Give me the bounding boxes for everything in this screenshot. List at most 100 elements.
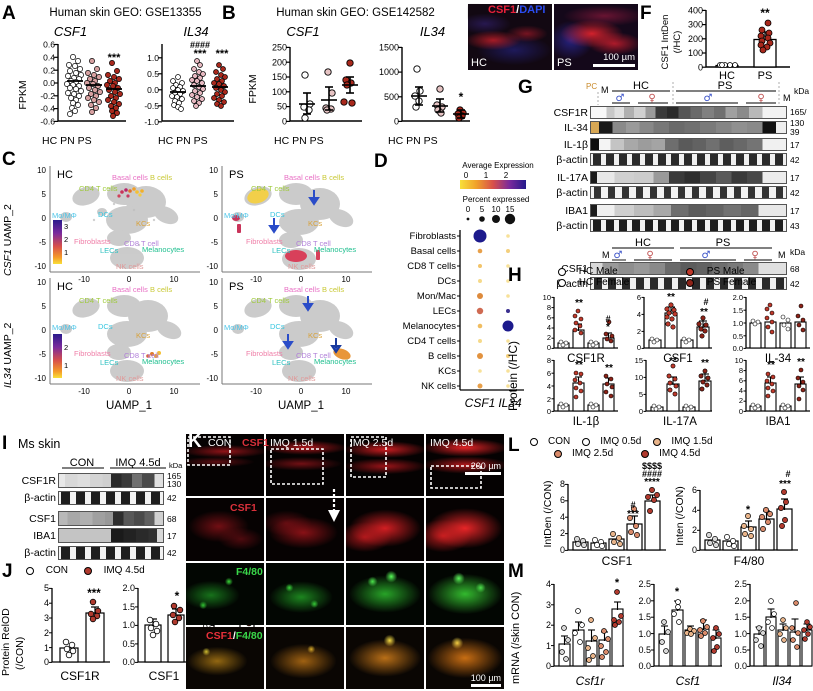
panel-i-letter: I <box>2 433 8 454</box>
marker-label-left: M <box>601 85 609 95</box>
panel-h-csf1r-label: CSF1R <box>567 353 605 365</box>
micrograph-hc: HC <box>468 4 552 70</box>
blot-row-bactin-3: β-actin 43 <box>556 219 800 232</box>
svg-text:2: 2 <box>504 171 509 180</box>
legend-dot-l-imq45 <box>641 450 650 458</box>
panel-b-il34-xticks: HC PN PS <box>388 135 438 147</box>
svg-text:CD8 T cell: CD8 T cell <box>296 351 331 360</box>
svg-text:CD4 T cells: CD4 T cells <box>407 336 456 347</box>
blot-kda-i-bactin-2: 42 <box>167 547 177 558</box>
panel-l-legend: CON IMQ 0.5d IMQ 1.5d IMQ 2.5d IMQ 4.5d <box>530 436 813 460</box>
blot-kda-bactin-1: 42 <box>790 154 800 165</box>
panel-l-f480-label: F4/80 <box>734 554 765 568</box>
legend-dot-hc-male <box>558 267 566 276</box>
svg-text:Mo/MΦ: Mo/MΦ <box>224 211 249 220</box>
svg-text:1.0: 1.0 <box>733 319 743 328</box>
svg-text:***: *** <box>87 588 101 600</box>
svg-text:1.5: 1.5 <box>734 612 747 622</box>
panel-h-ylabel: Protein (/HC) <box>506 340 520 411</box>
svg-text:3: 3 <box>546 600 551 610</box>
svg-text:-0.2: -0.2 <box>40 91 55 101</box>
svg-text:CSF1 IntDen: CSF1 IntDen <box>660 15 671 70</box>
svg-text:2.0: 2.0 <box>733 293 743 302</box>
svg-text:LECs: LECs <box>272 246 291 255</box>
legend-dot-l-imq15 <box>653 438 662 446</box>
svg-text:10: 10 <box>342 387 351 396</box>
svg-text:6: 6 <box>637 293 641 302</box>
blot-row-bactin-1: β-actin 42 <box>556 153 800 166</box>
panel-j-letter: J <box>2 561 13 582</box>
sex-female-icon-2: ♀ <box>757 93 764 104</box>
svg-text:NK cells: NK cells <box>116 262 144 271</box>
blot-kda-il1b: 17 <box>790 139 800 150</box>
svg-text:-10: -10 <box>206 374 218 383</box>
panel-h-chart-csf1r: 10 8 6 4 2 0 ** # * CSF1R <box>524 292 620 365</box>
svg-text:1: 1 <box>64 248 68 257</box>
svg-text:0.6: 0.6 <box>43 40 55 50</box>
legend-label-ps-female: PS Female <box>706 277 757 289</box>
panel-k-col1-label: CON <box>208 437 232 449</box>
legend-label-hc-female: HC Female <box>578 277 630 289</box>
svg-text:1: 1 <box>546 641 551 651</box>
svg-text:0: 0 <box>546 661 551 671</box>
svg-text:5: 5 <box>214 190 219 199</box>
svg-text:2: 2 <box>546 620 551 630</box>
panel-k-col2-label: IMQ 1.5d <box>270 437 314 449</box>
panel-h-il34-label: IL-34 <box>765 353 792 365</box>
panel-b-csf1-xticks: HC PN PS <box>274 135 324 147</box>
panel-i-kda-header: kDa <box>169 461 183 470</box>
svg-text:0.4: 0.4 <box>43 53 55 63</box>
svg-text:0: 0 <box>127 275 132 284</box>
micrograph-hc-label: HC <box>471 57 487 69</box>
panel-f-chart: CSF1 IntDen (/HC) 400 300 200 100 0 ** H… <box>658 4 810 82</box>
legend-label-l-imq15: IMQ 1.5d <box>671 436 713 447</box>
svg-text:***: *** <box>779 479 791 490</box>
svg-text:2: 2 <box>692 525 697 535</box>
blot-row-il34: IL-34 130 39 <box>564 118 805 137</box>
panel-k-scale-top-bar <box>465 472 501 475</box>
panel-m-ylabel: mRNA (/skin CON) <box>510 591 522 684</box>
svg-text:2: 2 <box>547 395 551 404</box>
panel-j-csf1r-label: CSF1R <box>60 669 100 683</box>
panel-m-letter: M <box>508 561 524 582</box>
bottom-marker-left: M <box>602 250 610 260</box>
legend-dot-l-con <box>530 438 538 446</box>
svg-text:4: 4 <box>547 382 551 391</box>
stain-dapi-label: DAPI <box>519 4 546 16</box>
svg-text:1: 1 <box>64 361 68 370</box>
svg-text:100: 100 <box>272 87 287 97</box>
svg-text:Mo/MΦ: Mo/MΦ <box>224 323 249 332</box>
svg-text:0: 0 <box>394 117 399 127</box>
svg-text:0: 0 <box>464 171 469 180</box>
panel-k-r4c3 <box>346 626 424 689</box>
svg-text:**: ** <box>767 360 775 371</box>
panel-j-ylabel: Protein RelOD <box>0 608 12 676</box>
svg-text:Melanocytes: Melanocytes <box>403 321 457 332</box>
panel-a-chart-csf1: CSF1 FPKM 0.6 0.4 0.2 0.0 -0.2 -0.4 -0.6 <box>17 24 154 147</box>
blot-kda-bactin-2: 42 <box>790 187 800 198</box>
panel-h-chart-il17a: 15 10 5 0 ** ** IL-17A <box>620 355 716 428</box>
panel-h-iba1-label: IBA1 <box>766 416 791 428</box>
svg-text:8: 8 <box>560 479 565 489</box>
svg-text:Basal cells: Basal cells <box>112 173 148 182</box>
panel-k-row1-stain-label: CSF1 <box>242 437 269 449</box>
svg-text:Fibroblasts: Fibroblasts <box>246 349 283 358</box>
panel-c-letter: C <box>2 149 16 170</box>
svg-text:2: 2 <box>44 628 49 638</box>
svg-text:**: ** <box>575 298 583 309</box>
svg-text:4: 4 <box>44 598 49 608</box>
svg-text:0.0: 0.0 <box>638 661 651 671</box>
blot-row-i-bactin-2: β-actin 42 <box>24 545 177 560</box>
svg-text:10: 10 <box>209 278 218 287</box>
panel-g: PC M HC PS ♂ ♀ ♂ ♀ M kDa CSF1R 165/ <box>540 80 813 291</box>
svg-text:500: 500 <box>384 92 399 102</box>
legend-avg-title: Average Expression <box>462 161 533 170</box>
svg-text:***: *** <box>627 509 639 520</box>
blot-kda-csf1r: 165/ <box>790 107 807 118</box>
legend-label-imq45: IMQ 4.5d <box>103 565 145 576</box>
svg-text:1: 1 <box>44 643 49 653</box>
blot-kda-csf1: 68 <box>790 263 800 274</box>
svg-text:50: 50 <box>277 102 287 112</box>
merge-red-label: CSF1 <box>206 630 233 642</box>
panel-a-il34-xticks: HC PN PS <box>158 135 208 147</box>
